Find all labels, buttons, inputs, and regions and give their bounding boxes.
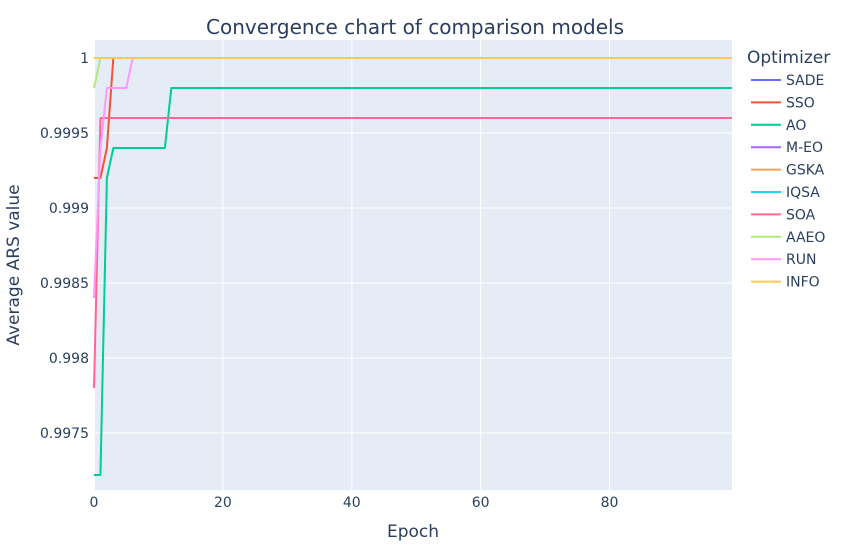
- legend-item-run[interactable]: RUN: [751, 252, 816, 268]
- y-tick-label: 1: [80, 51, 89, 67]
- legend-label: INFO: [786, 275, 820, 291]
- y-tick-label: 0.999: [49, 201, 89, 217]
- legend-label: SOA: [786, 207, 816, 223]
- series-line-soa: [93, 117, 732, 389]
- x-tick-label: 40: [343, 495, 361, 511]
- y-tick-label: 0.9975: [40, 426, 89, 442]
- plot-background: [94, 40, 732, 490]
- x-tick-label: 20: [214, 495, 232, 511]
- y-tick-label: 0.9995: [40, 126, 89, 142]
- x-tick-label: 60: [472, 495, 490, 511]
- series-line-ao: [94, 87, 732, 476]
- x-axis-ticks: 0 20 40 60 80: [90, 495, 619, 511]
- legend-label: RUN: [786, 252, 816, 268]
- y-axis-ticks: 0.9975 0.998 0.9985 0.999 0.9995 1: [40, 51, 89, 442]
- legend-label: AAEO: [786, 230, 825, 246]
- legend-label: AO: [786, 118, 806, 134]
- legend-item-m-eo[interactable]: M-EO: [751, 140, 823, 156]
- legend-label: M-EO: [786, 140, 823, 156]
- legend-item-aaeo[interactable]: AAEO: [751, 230, 825, 246]
- chart-title: Convergence chart of comparison models: [206, 15, 624, 39]
- legend-items: SADE SSO AO M-EO GSKA IQSA SOA AAEO RUN INFO: [751, 73, 825, 291]
- y-tick-label: 0.998: [49, 351, 89, 367]
- legend-title: Optimizer: [747, 48, 830, 68]
- x-axis-label: Epoch: [387, 522, 439, 542]
- y-tick-label: 0.9985: [40, 276, 89, 292]
- legend-item-iqsa[interactable]: IQSA: [751, 185, 820, 201]
- legend-item-info[interactable]: INFO: [751, 275, 820, 291]
- legend-item-sade[interactable]: SADE: [751, 73, 824, 89]
- x-tick-label: 80: [601, 495, 619, 511]
- x-tick-label: 0: [90, 495, 99, 511]
- legend-label: IQSA: [786, 185, 820, 201]
- legend-label: GSKA: [786, 163, 825, 179]
- series-lines: [93, 57, 732, 476]
- legend-item-soa[interactable]: SOA: [751, 207, 816, 223]
- legend-item-sso[interactable]: SSO: [751, 95, 815, 111]
- legend-label: SADE: [786, 73, 824, 89]
- legend-item-gska[interactable]: GSKA: [751, 163, 825, 179]
- legend-label: SSO: [786, 95, 815, 111]
- legend-item-ao[interactable]: AO: [751, 118, 806, 134]
- y-axis-label: Average ARS value: [4, 184, 24, 345]
- legend: Optimizer SADE SSO AO M-EO GSKA IQSA SOA AAEO RU…: [747, 48, 830, 291]
